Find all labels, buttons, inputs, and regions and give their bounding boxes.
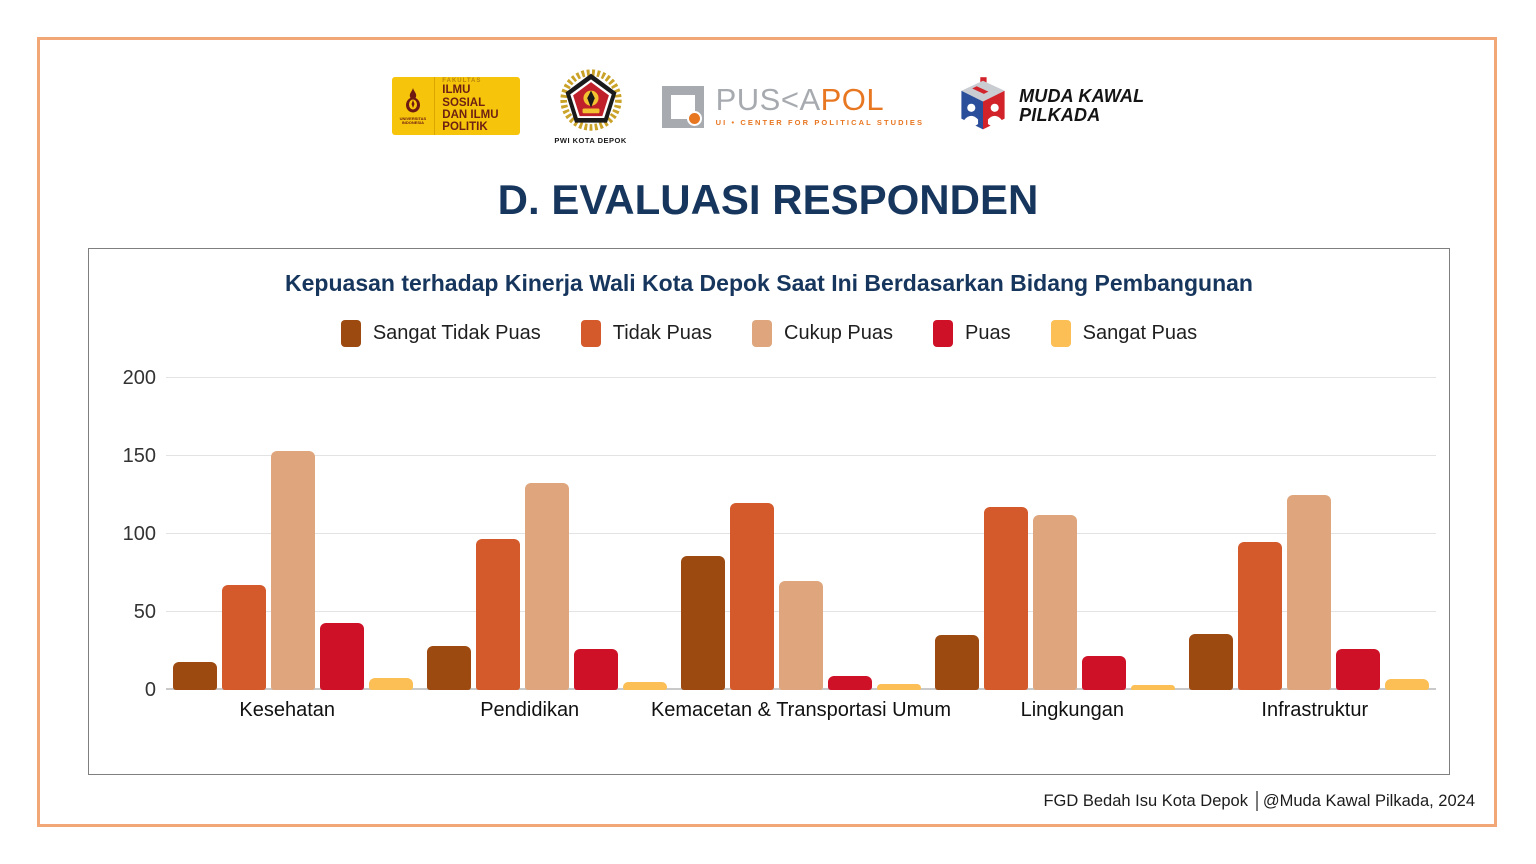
x-axis-label: Lingkungan [1020,699,1125,721]
bar [1287,495,1331,690]
legend-swatch [580,320,601,347]
bar [320,622,364,690]
puskapol-square-icon [661,86,704,128]
legend-item: Sangat Tidak Puas [340,320,541,347]
y-tick-label: 100 [122,523,156,545]
chart-panel: Kepuasan terhadap Kinerja Wali Kota Depo… [88,248,1450,775]
bar [1033,515,1077,690]
bar [525,482,569,690]
logo-row: UNIVERSITAS INDONESIA FAKULTAS ILMU SOSI… [0,66,1536,146]
bar-group [928,378,1182,690]
fisip-ui-logo: UNIVERSITAS INDONESIA FAKULTAS ILMU SOSI… [391,77,520,135]
legend-swatch [933,320,954,347]
fisip-line2: DAN ILMU [442,109,499,121]
legend-label: Cukup Puas [784,322,894,344]
pwi-logo: PWI KOTA DEPOK [552,68,630,145]
legend-swatch [752,320,773,347]
bar [779,580,823,690]
gridline [166,376,1436,378]
bar [222,585,266,690]
y-tick-label: 150 [122,445,156,467]
legend-label: Puas [965,322,1011,344]
puskapol-name-orange: POL [820,82,885,117]
legend-item: Tidak Puas [580,320,713,347]
fisip-line3: POLITIK [442,121,488,134]
legend-swatch [1050,320,1071,347]
bar [623,682,667,690]
bar [1385,679,1429,690]
bar [730,502,774,690]
bar [427,646,471,690]
x-axis-label: Kesehatan [239,699,336,721]
legend-item: Cukup Puas [752,320,893,347]
bar [681,555,725,690]
legend-swatch [340,320,361,347]
bar [935,635,979,690]
bar [828,675,872,690]
bar [476,538,520,690]
bar [369,677,413,690]
footer-credit: FGD Bedah Isu Kota Depok │@Muda Kawal Pi… [1043,792,1475,810]
legend-label: Tidak Puas [612,322,713,344]
ui-makara-icon: UNIVERSITAS INDONESIA [392,77,436,135]
muda-kawal-pilkada-logo: MUDA KAWAL PILKADA [956,76,1144,136]
mkp-line1: MUDA KAWAL [1019,86,1145,107]
y-tick-label: 50 [133,601,156,623]
x-axis-label: Pendidikan [480,699,580,721]
fisip-line1: ILMU SOSIAL [442,84,486,109]
puskapol-wordmark: PUS<APOL [716,84,924,115]
bar [1131,685,1175,690]
chart-legend: Sangat Tidak Puas Tidak Puas Cukup Puas Pua… [89,320,1449,347]
fisip-university-text: UNIVERSITAS INDONESIA [399,115,427,125]
bar-group [674,378,928,690]
bar [1189,633,1233,690]
bar-group [1182,378,1436,690]
bar-group [166,378,420,690]
bar-groups [166,378,1436,690]
bar-group [420,378,674,690]
y-tick-label: 200 [122,367,156,389]
x-axis-labels: Kesehatan Pendidikan Kemacetan & Transport… [166,699,1436,722]
pwi-caption: PWI KOTA DEPOK [554,135,627,145]
puskapol-logo: PUS<APOL UI • CENTER FOR POLITICAL STUDI… [661,84,925,128]
bar [173,661,217,690]
bar [1238,541,1282,690]
pwi-emblem-icon [559,68,622,131]
puskapol-subtitle: UI • CENTER FOR POLITICAL STUDIES [715,118,925,127]
y-tick-label: 0 [144,679,156,701]
bar [271,451,315,690]
gridline [166,454,1436,456]
legend-label: Sangat Puas [1082,322,1198,344]
mkp-line2: PILKADA [1019,105,1101,125]
plot-area: 0 50 100 150 200 [123,367,1436,701]
bar [877,683,921,690]
legend-item: Sangat Puas [1050,320,1198,347]
chart-title: Kepuasan terhadap Kinerja Wali Kota Depo… [285,270,1253,296]
legend-label: Sangat Tidak Puas [372,322,541,344]
bar [1082,655,1126,690]
bar [574,649,618,690]
legend-item: Puas [933,320,1011,347]
x-axis-label: Kemacetan & Transportasi Umum [650,699,952,721]
puskapol-badge-icon [686,111,702,126]
ballot-box-icon [961,77,1005,130]
bar [1336,649,1380,690]
puskapol-name-gray: PUS<A [715,82,821,117]
bar [984,507,1028,690]
fisip-faculty-label: FAKULTAS [442,78,482,85]
x-axis-label: Infrastruktur [1261,699,1369,721]
gridline [166,532,1436,534]
page-title: D. EVALUASI RESPONDEN [497,176,1039,223]
